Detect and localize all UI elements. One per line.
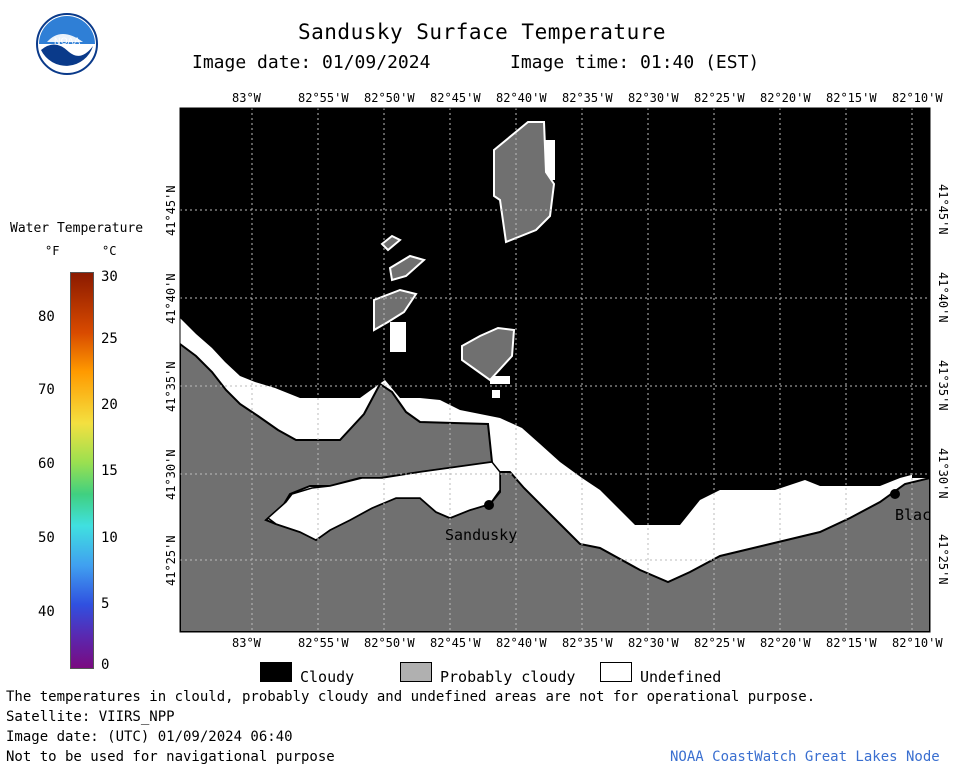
colorbar-tick-f: 80 (38, 309, 55, 325)
lon-tick-top: 82°45'W (430, 91, 481, 105)
colorbar-tick-f: 60 (38, 456, 55, 472)
colorbar-title: Water Temperature (10, 221, 144, 236)
lon-tick-bottom: 83°W (232, 636, 261, 650)
lon-tick-top: 82°10'W (892, 91, 943, 105)
footer-satellite: Satellite: VIIRS_NPP (6, 709, 175, 725)
graticule (180, 108, 930, 632)
lon-tick-bottom: 82°10'W (892, 636, 943, 650)
lon-tick-bottom: 82°45'W (430, 636, 481, 650)
noaa-logo-text: NOAA (54, 37, 81, 47)
colorbar-tick-f: 50 (38, 530, 55, 546)
probably-cloudy-patch (493, 121, 556, 244)
lon-tick-top: 83°W (232, 91, 261, 105)
legend-swatch-probably-cloudy (400, 662, 432, 682)
lon-tick-top: 82°15'W (826, 91, 877, 105)
noaa-logo: NOAA (36, 13, 98, 75)
image-date: Image date: 01/09/2024 (192, 52, 431, 73)
lon-tick-top: 82°20'W (760, 91, 811, 105)
colorbar-tick-f: 40 (38, 604, 55, 620)
place-label-sandusky: Sandusky (445, 526, 518, 544)
lon-tick-bottom: 82°55'W (298, 636, 349, 650)
lon-tick-bottom: 82°50'W (364, 636, 415, 650)
lon-tick-top: 82°25'W (694, 91, 745, 105)
colorbar-tick-c: 15 (101, 463, 118, 479)
image-time: Image time: 01:40 (EST) (510, 52, 760, 73)
lon-tick-bottom: 82°30'W (628, 636, 679, 650)
colorbar-tick-c: 25 (101, 331, 118, 347)
lon-tick-top: 82°40'W (496, 91, 547, 105)
sandusky-marker (484, 500, 494, 510)
footer-credit[interactable]: NOAA CoastWatch Great Lakes Node (670, 749, 940, 765)
lon-tick-top: 82°55'W (298, 91, 349, 105)
lon-tick-bottom: 82°15'W (826, 636, 877, 650)
lon-tick-top: 82°50'W (364, 91, 415, 105)
lon-tick-bottom: 82°25'W (694, 636, 745, 650)
colorbar-tick-c: 5 (101, 596, 110, 612)
colorbar-tick-c: 30 (101, 269, 118, 285)
colorbar-tick-f: 70 (38, 382, 55, 398)
legend-label-probably-cloudy: Probably cloudy (440, 668, 576, 686)
colorbar-unit-c: °C (102, 244, 117, 258)
page-title: Sandusky Surface Temperature (298, 20, 667, 44)
colorbar-tick-c: 10 (101, 530, 118, 546)
colorbar-tick-c: 20 (101, 397, 118, 413)
footer-utc-date: Image date: (UTC) 01/09/2024 06:40 (6, 729, 293, 745)
colorbar (70, 272, 94, 669)
lon-tick-top: 82°35'W (562, 91, 613, 105)
legend-swatch-cloudy (260, 662, 292, 682)
lon-tick-bottom: 82°35'W (562, 636, 613, 650)
cloudy-area (180, 108, 930, 525)
legend-label-undefined: Undefined (640, 668, 722, 686)
footer-nav-warning: Not to be used for navigational purpose (6, 749, 335, 765)
colorbar-tick-c: 0 (101, 657, 110, 673)
blac-marker (890, 489, 900, 499)
lon-tick-bottom: 82°40'W (496, 636, 547, 650)
lon-tick-top: 82°30'W (628, 91, 679, 105)
footer-note: The temperatures in clould, probably clo… (6, 689, 816, 705)
place-label-blac: Blac (895, 506, 932, 524)
legend-label-cloudy: Cloudy (300, 668, 355, 686)
legend-swatch-undefined (600, 662, 632, 682)
colorbar-unit-f: °F (45, 244, 60, 258)
lon-tick-bottom: 82°20'W (760, 636, 811, 650)
